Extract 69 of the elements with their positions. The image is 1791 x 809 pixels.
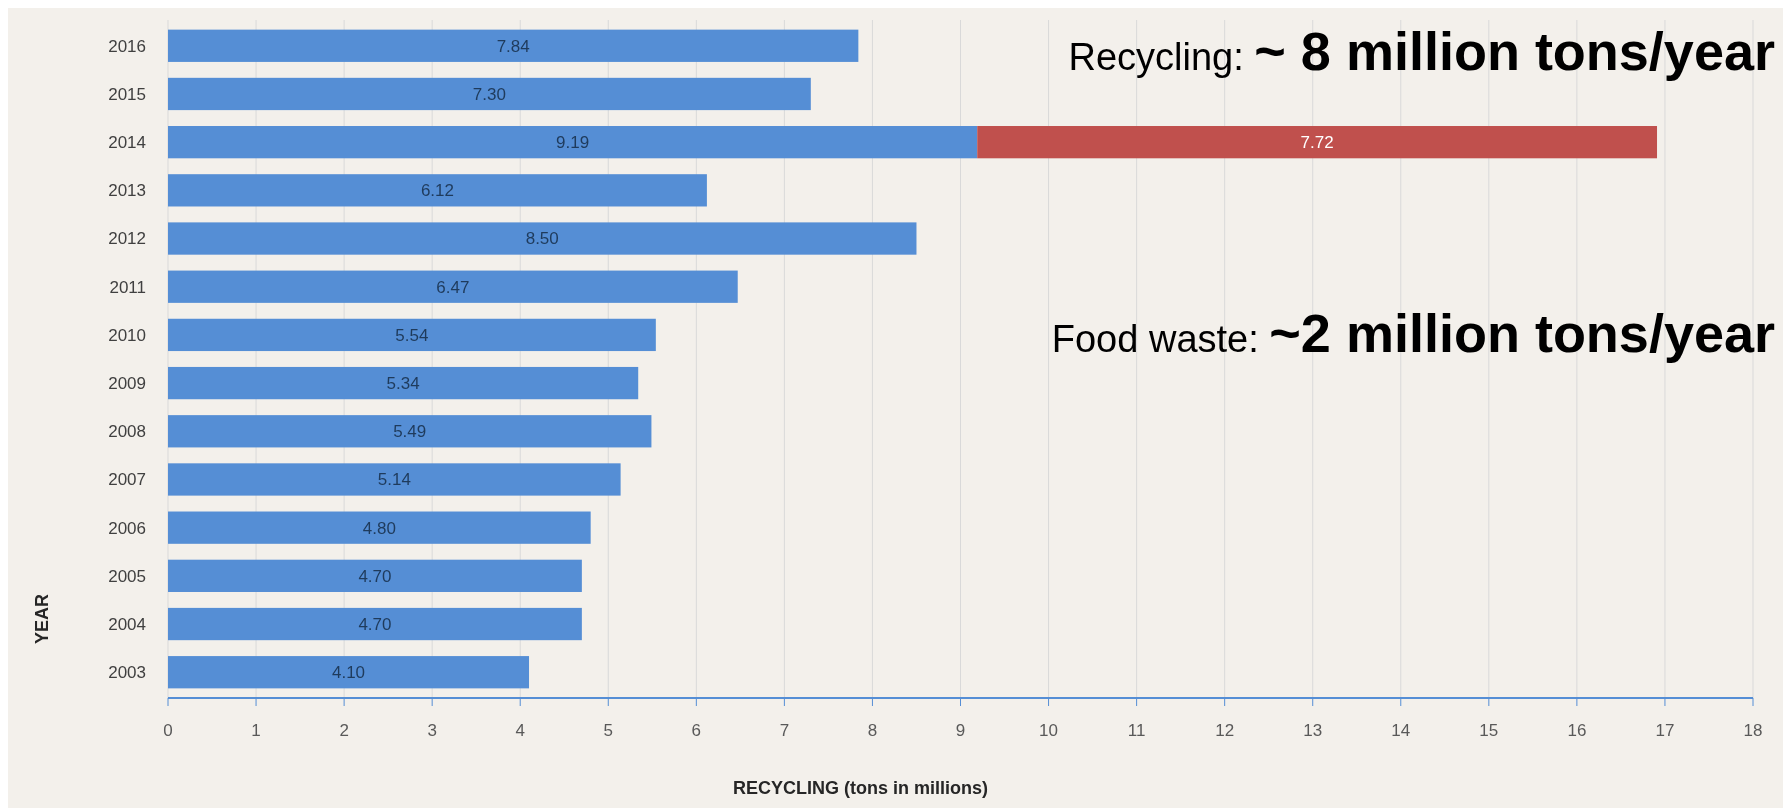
- y-tick-label: 2015: [108, 84, 146, 104]
- annotation: ~ 8 million tons/year: [1254, 21, 1775, 81]
- y-tick-label: 2005: [108, 566, 146, 586]
- data-label: 4.70: [358, 614, 392, 634]
- data-label: 9.19: [556, 133, 590, 153]
- y-tick-label: 2010: [108, 325, 146, 345]
- x-tick-label: 16: [1567, 721, 1587, 740]
- x-tick-label: 8: [867, 721, 878, 740]
- y-axis-title: YEAR: [32, 593, 52, 645]
- annotation: Food waste:: [1051, 318, 1270, 360]
- x-tick-label: 5: [603, 721, 614, 740]
- bar: [168, 463, 621, 496]
- bar: [168, 366, 639, 400]
- bar: [168, 222, 917, 255]
- y-tick-label: 2006: [108, 518, 146, 538]
- bar: [977, 126, 1658, 159]
- bar: [168, 656, 530, 689]
- data-label: 5.54: [395, 325, 429, 345]
- x-tick-label: 4: [515, 721, 525, 740]
- x-tick-label: 2: [339, 721, 349, 740]
- y-tick-label: 2003: [108, 663, 146, 683]
- y-tick-label: 2014: [108, 133, 146, 153]
- bar: [168, 559, 582, 592]
- x-tick-label: 18: [1743, 721, 1763, 740]
- x-tick-label: 14: [1391, 721, 1411, 740]
- x-tick-label: 3: [427, 721, 437, 740]
- data-label: 5.34: [386, 374, 420, 394]
- bar: [168, 174, 707, 207]
- bar: [168, 415, 652, 448]
- y-tick-label: 2008: [108, 422, 146, 442]
- data-label: 7.84: [496, 36, 530, 56]
- x-tick-label: 10: [1039, 721, 1059, 740]
- data-label: 8.50: [525, 229, 559, 249]
- y-tick-label: 2012: [108, 229, 146, 249]
- x-tick-label: 17: [1655, 721, 1675, 740]
- data-label: 4.70: [358, 566, 392, 586]
- bar: [168, 607, 582, 641]
- x-tick-label: 11: [1127, 721, 1146, 740]
- x-tick-label: 6: [691, 721, 702, 740]
- x-tick-label: 1: [251, 721, 261, 740]
- data-label: 5.14: [377, 470, 411, 490]
- y-tick-label: 2011: [109, 277, 146, 297]
- annotation: ~2 million tons/year: [1269, 303, 1775, 363]
- bar: [168, 270, 738, 303]
- data-label: 4.80: [362, 518, 396, 538]
- bar: [168, 511, 591, 544]
- x-tick-label: 7: [779, 721, 790, 740]
- y-tick-label: 2007: [108, 470, 146, 490]
- bar: [168, 318, 656, 352]
- x-axis-title: RECYCLING (tons in millions): [733, 778, 988, 798]
- y-tick-label: 2009: [108, 374, 146, 394]
- x-tick-label: 0: [163, 721, 173, 740]
- annotation: Recycling:: [1068, 36, 1255, 78]
- data-label: 7.30: [472, 84, 506, 104]
- x-tick-label: 15: [1479, 721, 1499, 740]
- x-tick-label: 12: [1215, 721, 1235, 740]
- y-tick-label: 2013: [108, 181, 146, 201]
- data-label: 6.12: [420, 181, 454, 201]
- x-tick-label: 9: [955, 721, 966, 740]
- data-label: 5.49: [393, 422, 427, 442]
- bar: [168, 126, 978, 159]
- data-label: 7.72: [1300, 133, 1334, 153]
- bar: [168, 29, 859, 62]
- y-tick-label: 2004: [108, 614, 146, 634]
- bar: [168, 77, 811, 111]
- data-label: 4.10: [331, 663, 366, 683]
- x-tick-label: 13: [1303, 721, 1323, 740]
- y-tick-label: 2016: [108, 36, 146, 56]
- data-label: 6.47: [436, 277, 470, 297]
